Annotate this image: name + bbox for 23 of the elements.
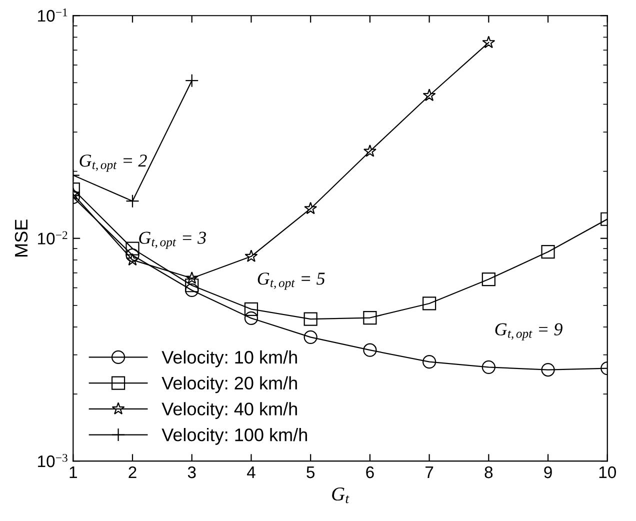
annotation: G$_{t,opt}$ = 3 xyxy=(139,232,206,249)
y-tick-label: 10$^{−3}$ xyxy=(38,454,68,468)
x-tick-label: 6 xyxy=(366,466,374,478)
x-tick-label: 9 xyxy=(544,466,552,478)
legend-label: Velocity: 40 km/h xyxy=(162,402,297,419)
x-tick-label: 7 xyxy=(426,466,434,478)
legend-label: Velocity: 20 km/h xyxy=(162,376,297,394)
x-tick-label: 3 xyxy=(188,466,196,478)
x-tick-label: 4 xyxy=(246,466,256,478)
y-tick-label: 10$^{−2}$ xyxy=(38,231,68,244)
y-axis-title: MSE xyxy=(14,220,28,256)
y-tick-label: 10$^{−1}$ xyxy=(38,8,68,22)
legend-label: Velocity: 10 km/h xyxy=(162,350,297,368)
legend-label: Velocity: 100 km/h xyxy=(162,428,307,445)
annotation: G$_{t,opt}$ = 2 xyxy=(80,154,147,172)
x-axis-title: G$_{t}$ xyxy=(332,488,350,504)
x-tick-label: 8 xyxy=(484,466,493,478)
x-tick-label: 10 xyxy=(599,466,616,478)
x-tick-label: 5 xyxy=(306,466,315,478)
x-tick-label: 1 xyxy=(70,466,77,478)
x-tick-label: 2 xyxy=(128,466,136,478)
annotation: G$_{t,opt}$ = 5 xyxy=(258,272,325,290)
annotation: G$_{t,opt}$ = 9 xyxy=(495,323,562,340)
